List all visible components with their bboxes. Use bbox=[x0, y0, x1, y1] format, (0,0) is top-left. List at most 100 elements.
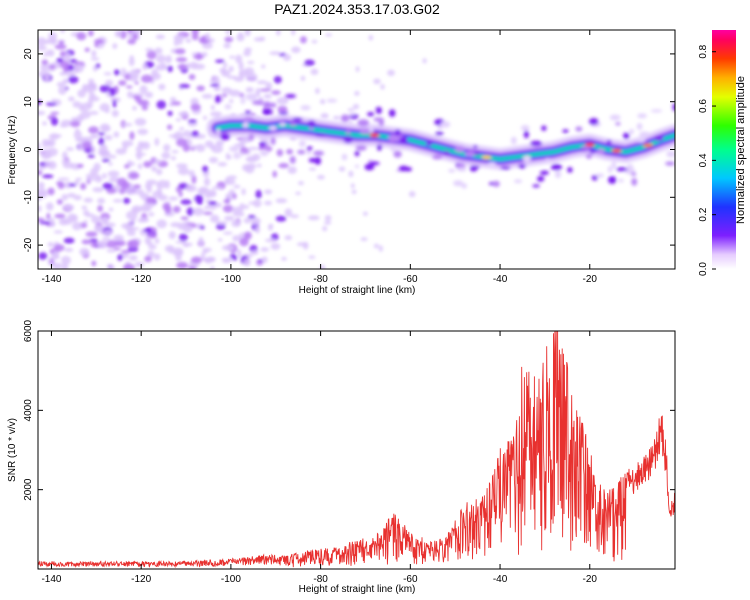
spectrogram-noise-blob bbox=[263, 106, 272, 116]
spectrogram-noise-blob bbox=[170, 156, 177, 161]
spectrogram-ridge-blob bbox=[248, 133, 255, 141]
spectrogram-noise-blob bbox=[60, 50, 66, 57]
spectrogram-noise-blob bbox=[190, 256, 203, 264]
spectrogram-noise-blob bbox=[113, 234, 124, 242]
spectrogram-noise-blob bbox=[276, 96, 289, 105]
spectrogram-noise-blob bbox=[58, 40, 64, 45]
spectrogram-noise-blob bbox=[54, 244, 65, 252]
spectrogram-noise-blob bbox=[323, 220, 332, 225]
spectrogram-ridge-blob bbox=[263, 101, 272, 110]
spectrogram-noise-blob bbox=[97, 205, 104, 212]
spectrogram-ridge-blob bbox=[285, 94, 297, 99]
spectrogram-ridge-blob bbox=[636, 122, 643, 131]
spectrogram-ridge-blob bbox=[243, 116, 255, 123]
spectrogram-noise-blob bbox=[85, 177, 98, 181]
spectrogram-noise-blob bbox=[146, 185, 152, 193]
spectrogram-noise-blob bbox=[48, 31, 58, 41]
spectrogram-noise-blob bbox=[112, 99, 117, 108]
spectrogram-ridge-blob bbox=[366, 112, 375, 117]
spectrogram-noise-blob bbox=[298, 181, 304, 186]
spectrogram-noise-blob bbox=[187, 119, 197, 124]
spectrogram-noise-blob bbox=[244, 47, 252, 52]
spectrogram-noise-blob bbox=[57, 177, 70, 181]
spectrogram-y-ticks: -20 -10 0 10 20 bbox=[23, 48, 675, 252]
spectrogram-noise-blob bbox=[97, 197, 106, 204]
spectrogram-noise-blob bbox=[40, 64, 49, 71]
snr-series-line bbox=[38, 331, 675, 569]
spectrogram-noise-blob bbox=[247, 146, 260, 151]
spectrogram-noise-blob bbox=[333, 115, 341, 120]
spectrogram-ridge-blob bbox=[617, 178, 624, 183]
spectrogram-noise-blob bbox=[241, 188, 246, 196]
spectrogram-x-tick-label: -100 bbox=[221, 274, 241, 285]
spectrogram-noise-blob bbox=[54, 213, 66, 219]
spectrogram-noise-blob bbox=[80, 182, 87, 190]
spectrogram-noise-blob bbox=[106, 239, 118, 249]
spectrogram-noise-blob bbox=[126, 85, 133, 89]
spectrogram-noise-blob bbox=[132, 227, 140, 231]
spectrogram-noise-blob bbox=[380, 84, 385, 90]
spectrogram-ridge-blob bbox=[354, 150, 360, 157]
spectrogram-noise-blob bbox=[176, 163, 188, 169]
spectrogram-noise-blob bbox=[46, 49, 55, 57]
spectrogram-noise-blob bbox=[205, 32, 210, 41]
spectrogram-noise-blob bbox=[95, 175, 103, 183]
spectrogram-noise-blob bbox=[228, 65, 234, 73]
spectrogram-x-tick-label: -60 bbox=[403, 274, 418, 285]
spectrogram-noise-blob bbox=[129, 131, 135, 141]
spectrogram-noise-blob bbox=[68, 75, 79, 84]
spectrogram-noise-blob bbox=[134, 30, 142, 35]
spectrogram-noise-blob bbox=[378, 245, 383, 252]
spectrogram-noise-blob bbox=[47, 242, 54, 248]
spectrogram-ridge-blob bbox=[453, 180, 464, 187]
spectrogram-ridge-blob bbox=[289, 155, 296, 164]
spectrogram-noise-blob bbox=[275, 198, 288, 204]
spectrogram-noise-blob bbox=[362, 211, 368, 216]
spectrogram-noise-blob bbox=[125, 187, 135, 196]
spectrogram-noise-blob bbox=[38, 99, 42, 106]
spectrogram-noise-blob bbox=[70, 117, 79, 123]
spectrogram-noise-blob bbox=[79, 247, 90, 256]
spectrogram-noise-blob bbox=[81, 205, 88, 210]
spectrogram-noise-blob bbox=[117, 254, 123, 261]
spectrogram-ridge-blob bbox=[359, 128, 371, 135]
spectrogram-noise-blob bbox=[141, 105, 148, 111]
spectrogram-ridge-blob bbox=[387, 134, 398, 142]
spectrogram-ridge-blob bbox=[567, 166, 573, 173]
spectrogram-noise-blob bbox=[191, 30, 200, 35]
spectrogram-noise-blob bbox=[80, 110, 91, 119]
spectrogram-noise-blob bbox=[46, 102, 57, 107]
snr-x-tick-label: -120 bbox=[131, 574, 151, 585]
spectrogram-noise-blob bbox=[210, 104, 215, 111]
spectrogram-noise-blob bbox=[156, 219, 167, 229]
spectrogram-noise-blob bbox=[138, 142, 148, 147]
spectrogram-noise-blob bbox=[408, 191, 416, 198]
spectrogram-ridge-blob bbox=[585, 153, 593, 159]
spectrogram-ridge-blob bbox=[292, 117, 303, 122]
spectrogram-ridge-blob bbox=[631, 172, 637, 176]
spectrogram-noise-blob bbox=[167, 65, 173, 73]
spectrogram-noise-blob bbox=[84, 47, 90, 52]
spectrogram-noise-blob bbox=[104, 222, 116, 228]
spectrogram-ridge-blob bbox=[239, 93, 245, 98]
spectrogram-noise-blob bbox=[267, 224, 273, 231]
spectrogram-ridge-blob bbox=[665, 161, 675, 166]
spectrogram-noise-blob bbox=[143, 160, 153, 168]
spectrogram-noise-blob bbox=[47, 217, 55, 221]
spectrogram-noise-blob bbox=[278, 162, 290, 169]
spectrogram-noise-blob bbox=[61, 159, 70, 165]
spectrogram-noise-blob bbox=[151, 165, 157, 172]
spectrogram-noise-blob bbox=[225, 152, 230, 160]
colorbar-tick-label: 0.6 bbox=[698, 99, 709, 113]
spectrogram-ridge-blob bbox=[299, 140, 306, 147]
spectrogram-noise-blob bbox=[112, 43, 118, 49]
spectrogram-ridge-blob bbox=[522, 155, 532, 163]
spectrogram-x-tick-label: -140 bbox=[41, 274, 61, 285]
spectrogram-noise-blob bbox=[56, 81, 66, 87]
spectrogram-noise-blob bbox=[171, 101, 182, 106]
spectrogram-noise-blob bbox=[185, 184, 197, 192]
spectrogram-noise-blob bbox=[91, 215, 101, 224]
spectrogram-noise-blob bbox=[233, 76, 245, 82]
spectrogram-noise-blob bbox=[112, 199, 123, 203]
spectrogram-noise-blob bbox=[118, 80, 127, 86]
